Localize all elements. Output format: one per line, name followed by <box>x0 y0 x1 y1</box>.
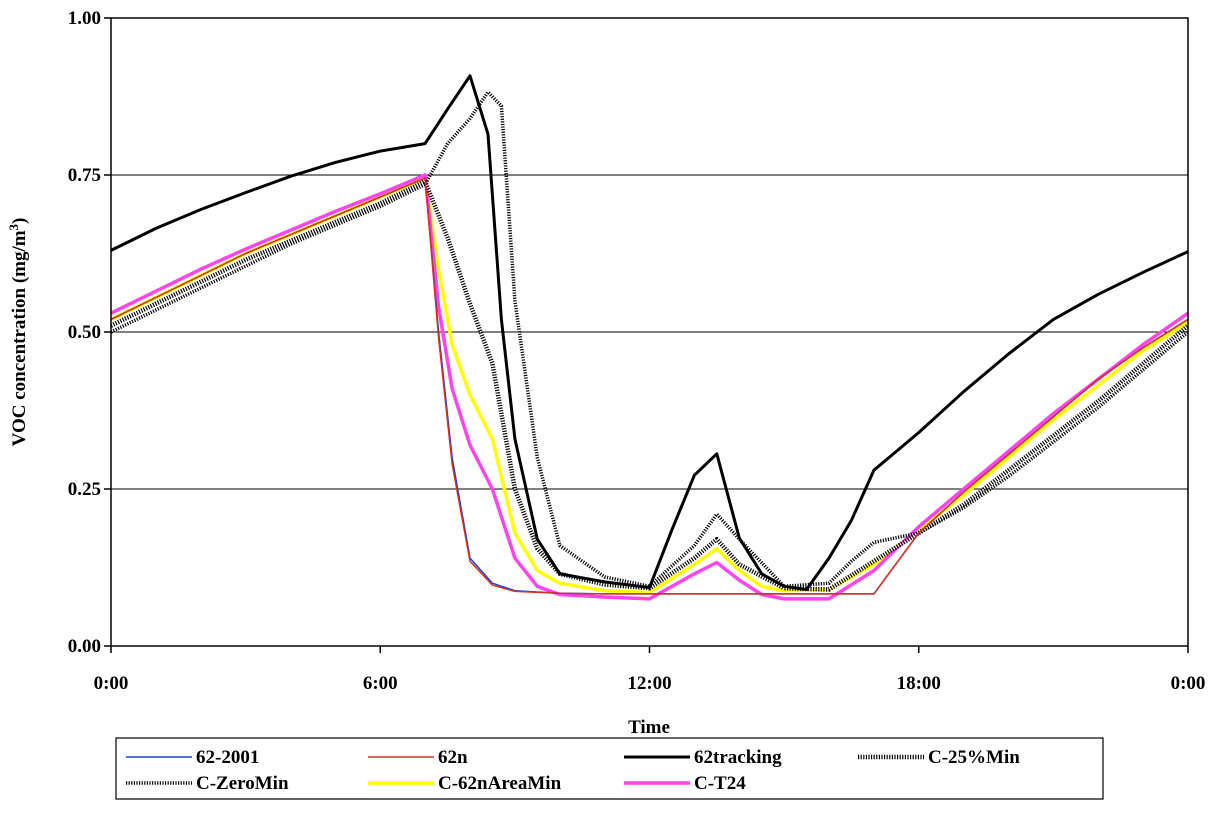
series-line-c-t24 <box>110 173 1190 601</box>
y-axis-title-superscript: 3 <box>6 223 21 230</box>
series-line-c-62nareamin <box>110 176 1189 595</box>
series-lines <box>110 74 1190 601</box>
y-axis-title-close: ) <box>9 218 30 224</box>
legend-item-62tracking: 62tracking <box>624 747 782 768</box>
legend-label-c-zeromin: C-ZeroMin <box>196 773 289 794</box>
x-tick-label: 12:00 <box>627 673 671 694</box>
y-tick-label: 0.75 <box>68 165 101 186</box>
y-axis-title-main: VOC concentration (mg/m <box>9 230 30 446</box>
y-tick-label: 0.50 <box>68 322 101 343</box>
series-line-c-zeromin-highlight <box>110 91 1189 587</box>
x-tick-label: 0:00 <box>94 673 129 694</box>
legend-label-c-25pctmin: C-25%Min <box>928 747 1020 768</box>
x-tick-label: 0:00 <box>1171 673 1206 694</box>
legend-item-c-zeromin: C-ZeroMin <box>126 773 289 794</box>
y-tick-label: 1.00 <box>68 8 101 29</box>
series-line-c-zeromin <box>110 90 1190 589</box>
legend-item-62n: 62n <box>368 747 468 768</box>
series-line-62tracking <box>110 74 1189 591</box>
y-tick-label: 0.00 <box>68 636 101 657</box>
legend-box <box>115 737 1104 800</box>
legend-label-c-t24: C-T24 <box>694 773 746 794</box>
legend-label-62tracking: 62tracking <box>694 747 782 768</box>
y-tick-label: 0.25 <box>68 479 101 500</box>
legend-item-c-62nareamin: C-62nAreaMin <box>368 773 562 794</box>
x-axis-title: Time <box>628 717 670 738</box>
y-axis-ticks: 0.00 0.25 0.50 0.75 1.00 <box>68 8 111 657</box>
x-axis-ticks: 0:00 6:00 12:00 18:00 0:00 <box>94 646 1206 694</box>
legend: 62-2001 62n 62tracking C-25%Min C-ZeroMin C-6… <box>115 737 1104 800</box>
legend-label-c-62nareamin: C-62nAreaMin <box>438 773 562 794</box>
legend-item-62-2001: 62-2001 <box>126 747 259 768</box>
x-tick-label: 6:00 <box>363 673 398 694</box>
series-line-62n <box>110 177 1189 595</box>
x-tick-label: 18:00 <box>897 673 941 694</box>
legend-item-c-t24: C-T24 <box>624 773 746 794</box>
y-axis-title: VOC concentration (mg/m3) <box>6 218 30 447</box>
legend-item-c-25pctmin: C-25%Min <box>858 747 1020 768</box>
legend-label-62n: 62n <box>438 747 468 768</box>
legend-label-62-2001: 62-2001 <box>196 747 259 768</box>
series-line-c-25pctmin-highlight <box>110 180 1189 591</box>
